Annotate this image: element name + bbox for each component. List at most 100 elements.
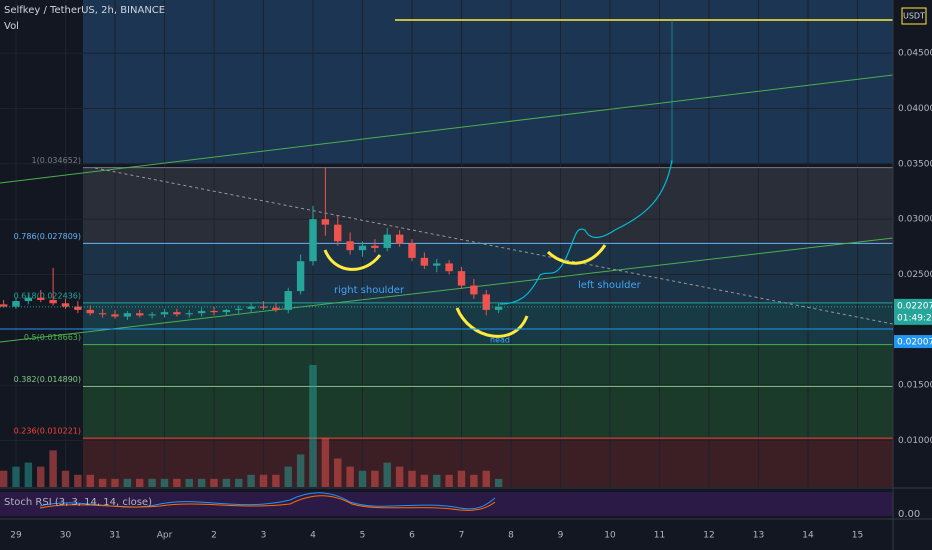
volume-bar [334,458,342,487]
volume-bar [433,474,441,487]
volume-bar [272,474,280,487]
candle-body [111,314,119,317]
volume-bar [445,474,453,487]
volume-bar [346,466,354,487]
currency-box[interactable] [901,7,927,25]
y-tick-label: 0.040000 [898,104,932,114]
candle-body [247,306,255,309]
candle-body [358,245,367,251]
projection-path [499,159,673,305]
volume-bar [296,454,305,487]
candle-body [494,306,503,310]
volume-bar [136,478,144,487]
candle-body [173,312,181,315]
fib-zone [83,167,893,244]
x-tick-label: 12 [703,531,714,541]
candle-body [210,311,218,313]
annotation: head [490,336,510,345]
volume-bar [197,478,206,487]
annotation: right shoulder [334,285,405,296]
candle-body [433,263,441,266]
candle-body [98,313,107,315]
y-tick-label: 0.010000 [898,436,932,446]
volume-bar [173,478,181,487]
volume-bar [247,474,255,487]
x-tick-label: 15 [852,531,863,541]
shoulder-marker [323,249,382,271]
candle-body [12,301,20,307]
volume-bar [494,478,503,487]
fib-label: 0.618(0.022436) [14,291,81,300]
volume-bar [98,478,107,487]
y-tick-label: 0.015000 [898,381,932,391]
fib-label: 0.236(0.010221) [14,427,81,436]
candle-body [37,297,45,300]
candle-body [272,307,280,310]
volume-bar [49,450,57,487]
volume-bar [321,438,330,487]
volume-bar [222,478,231,487]
y-tick-label: 0.030000 [898,215,932,225]
volume-bar [309,365,317,487]
x-tick-label: 7 [459,531,465,541]
trend-line [0,237,894,343]
trend-line [0,74,894,184]
candle-body [123,313,132,317]
shoulder-marker [546,244,607,265]
candle-body [185,313,193,315]
volume-bar [235,478,243,487]
x-tick-label: 10 [604,531,616,541]
candle-body [74,306,82,310]
indicator-tick: 0.00 [898,509,920,520]
volume-bar [259,474,268,487]
annotation: left shoulder [578,280,642,291]
candle-body [371,245,379,248]
candle-body [136,313,144,316]
volume-bar [123,478,132,487]
volume-bar [395,466,404,487]
candle-body [395,234,404,244]
last-price-box [894,298,932,325]
x-tick-label: 8 [508,531,514,541]
volume-bar [160,478,169,487]
fib-zone [83,344,893,387]
volume-bar [0,470,8,487]
volume-bar [37,466,45,487]
volume-bar [111,478,119,487]
candle-body [197,311,206,314]
candle-body [482,294,490,310]
x-tick-label: 6 [409,531,415,541]
candle-body [284,291,292,310]
candle-body [24,297,33,302]
volume-bar [284,466,292,487]
volume-bar [86,474,94,487]
y-tick-label: 0.045000 [898,49,932,59]
stoch-d [39,495,496,511]
candle-body [309,219,317,262]
y-tick-label: 0.035000 [898,159,932,169]
candle-body [61,303,70,307]
x-tick-label: 3 [261,531,267,541]
price-line-box [894,335,932,349]
volume-bar [185,478,193,487]
countdown: 01:49:22 [897,313,932,323]
candle-body [49,299,57,304]
currency[interactable]: USDT [903,12,925,21]
volume-bar [61,470,70,487]
fib-label: 0.382(0.014890) [14,375,81,384]
candle-body [445,263,453,272]
y-tick-label: 0.025000 [898,270,932,280]
candle-body [408,243,416,258]
candle-body [321,219,330,225]
candle-body [383,234,391,248]
x-tick-label: 2 [211,531,217,541]
x-tick-label: 11 [654,531,665,541]
volume-bar [383,462,391,487]
x-tick-label: 9 [558,531,564,541]
x-tick-label: 14 [802,531,814,541]
fib-top-zone [83,0,893,164]
x-tick-label: 29 [10,531,22,541]
chart-title: Selfkey / TetherUS, 2h, BINANCE [4,5,165,16]
volume-bar [457,470,466,487]
